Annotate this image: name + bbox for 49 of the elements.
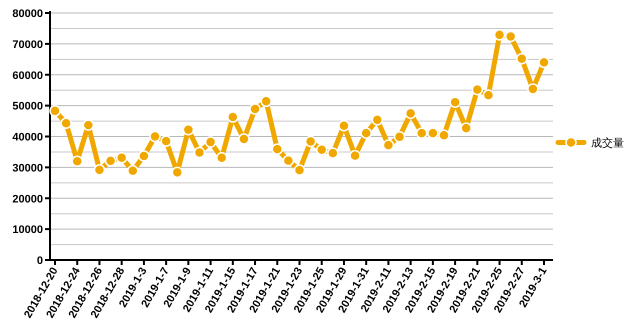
point	[204, 136, 216, 148]
point	[304, 136, 316, 148]
point	[194, 146, 206, 158]
y-tick-label: 10000	[12, 224, 43, 236]
point	[394, 131, 406, 143]
point	[338, 120, 350, 132]
point	[416, 127, 428, 139]
point	[138, 150, 150, 162]
point	[427, 127, 439, 139]
y-tick-label: 50000	[12, 100, 43, 113]
point	[460, 122, 472, 134]
point	[482, 89, 494, 101]
point	[294, 164, 306, 176]
y-tick-label: 70000	[12, 38, 43, 51]
point	[472, 84, 484, 96]
point	[160, 135, 172, 147]
point	[372, 114, 384, 126]
point	[527, 83, 539, 95]
point	[516, 52, 528, 64]
legend: 成交量	[556, 136, 624, 150]
point	[94, 164, 106, 176]
point	[172, 166, 183, 178]
point	[104, 155, 116, 167]
point	[382, 139, 394, 151]
point	[249, 103, 261, 115]
y-tick-label: 80000	[12, 8, 43, 20]
point	[404, 108, 416, 120]
y-tick-label: 40000	[12, 132, 43, 144]
point	[538, 56, 550, 68]
point	[349, 150, 361, 162]
y-tick-label: 60000	[12, 70, 43, 82]
point	[504, 30, 516, 42]
point	[60, 117, 72, 129]
point	[360, 127, 372, 139]
point	[82, 119, 94, 131]
point	[282, 154, 294, 166]
point	[227, 111, 239, 123]
point	[116, 152, 128, 164]
point	[494, 29, 506, 41]
y-tick-label: 30000	[12, 162, 43, 174]
point	[49, 105, 61, 117]
point	[149, 130, 161, 142]
point	[272, 143, 284, 155]
y-tick-label: 0	[36, 255, 43, 267]
point	[260, 96, 272, 108]
legend-label: 成交量	[591, 136, 624, 150]
point	[238, 133, 250, 145]
y-tick-label: 20000	[12, 193, 43, 206]
point	[327, 147, 339, 159]
